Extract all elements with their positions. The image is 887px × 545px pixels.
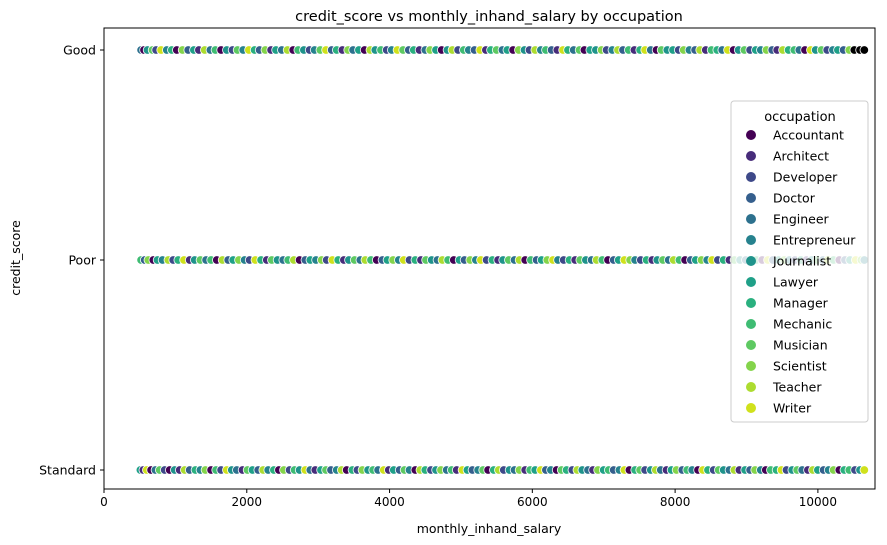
legend-label: Writer xyxy=(773,401,812,416)
legend-marker xyxy=(746,382,756,392)
legend-marker xyxy=(746,130,756,140)
legend-label: Mechanic xyxy=(773,317,832,332)
legend-marker xyxy=(746,298,756,308)
legend-label: Journalist xyxy=(772,254,831,269)
legend-label: Scientist xyxy=(773,359,827,374)
x-tick-label: 0 xyxy=(100,495,108,509)
legend-marker xyxy=(746,193,756,203)
legend-label: Musician xyxy=(773,338,828,353)
plot-frame xyxy=(103,27,876,490)
y-axis-ticks: Good Poor Standard xyxy=(39,43,104,478)
legend-marker xyxy=(746,319,756,329)
y-tick-label: Good xyxy=(63,43,96,58)
axes xyxy=(103,27,876,490)
legend-label: Teacher xyxy=(772,380,822,395)
x-tick-label: 2000 xyxy=(232,495,263,509)
legend-marker xyxy=(746,151,756,161)
x-tick-label: 10000 xyxy=(799,495,837,509)
legend-marker xyxy=(746,403,756,413)
y-tick-label: Standard xyxy=(39,463,96,478)
legend-marker xyxy=(746,214,756,224)
legend-label: Doctor xyxy=(773,191,816,206)
data-point xyxy=(859,465,870,475)
legend-label: Lawyer xyxy=(773,275,819,290)
legend-marker xyxy=(746,172,756,182)
chart-title: credit_score vs monthly_inhand_salary by… xyxy=(295,9,683,25)
legend-label: Entrepreneur xyxy=(773,233,856,248)
legend-label: Accountant xyxy=(773,128,844,143)
legend-marker xyxy=(746,256,756,266)
legend-label: Architect xyxy=(773,149,829,164)
legend-box xyxy=(730,100,869,423)
legend: occupation Accountant Architect Developer D… xyxy=(730,100,869,423)
x-tick-label: 4000 xyxy=(374,495,405,509)
y-axis-label: credit_score xyxy=(8,220,23,296)
legend-label: Engineer xyxy=(773,212,830,227)
y-tick-label: Poor xyxy=(68,253,96,268)
x-tick-label: 8000 xyxy=(660,495,691,509)
legend-marker xyxy=(746,361,756,371)
legend-marker xyxy=(746,235,756,245)
legend-label: Manager xyxy=(773,296,829,311)
data-point xyxy=(859,45,870,55)
legend-label: Developer xyxy=(773,170,838,185)
legend-title: occupation xyxy=(764,110,836,125)
x-axis-ticks: 0 2000 4000 6000 8000 10000 xyxy=(100,489,837,509)
legend-items: Accountant Architect Developer Doctor Engine… xyxy=(746,128,856,416)
data-points xyxy=(135,45,870,475)
legend-marker xyxy=(746,277,756,287)
x-axis-label: monthly_inhand_salary xyxy=(417,521,562,536)
legend-marker xyxy=(746,340,756,350)
x-tick-label: 6000 xyxy=(517,495,548,509)
